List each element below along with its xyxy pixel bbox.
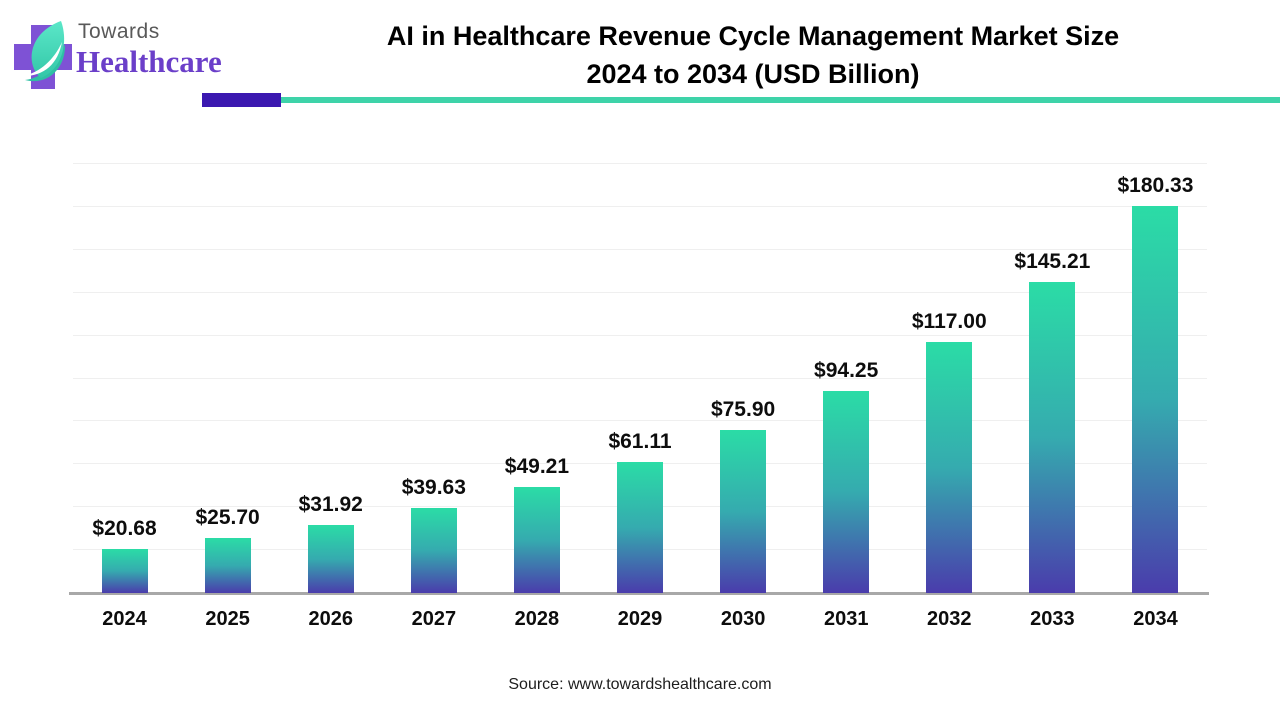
bar-2034	[1132, 206, 1179, 593]
bar-2024	[101, 548, 148, 593]
bar-2026	[307, 524, 354, 593]
x-axis: 2024 2025 2026 2027 2028 2029 2030 2031 2032 2033…	[73, 608, 1207, 631]
x-tick-2031: 2031	[823, 608, 869, 630]
bar-2027	[410, 508, 457, 593]
x-tick-2025: 2025	[205, 608, 250, 630]
value-label-2034: $180.33	[1117, 174, 1194, 198]
x-tick-2026: 2026	[308, 608, 353, 630]
chart-title: AI in Healthcare Revenue Cycle Managemen…	[240, 17, 1266, 93]
x-tick-2027: 2027	[411, 608, 457, 630]
bar-2033	[1029, 281, 1076, 593]
value-label-2025: $25.70	[195, 505, 260, 529]
x-tick-2024: 2024	[102, 608, 147, 630]
gridline-100	[73, 377, 1207, 379]
bar-2025	[204, 537, 251, 593]
header-divider-purple	[202, 93, 281, 107]
bar-2030	[720, 430, 767, 593]
value-label-2028: $49.21	[504, 455, 570, 479]
brand-name-bottom: Healthcare	[76, 44, 222, 79]
bar-2028	[513, 487, 560, 593]
x-axis-line	[69, 592, 1209, 595]
gridline-80	[73, 420, 1207, 422]
value-label-2024: $20.68	[92, 516, 157, 540]
gridline-160	[73, 248, 1207, 250]
value-label-2029: $61.11	[608, 429, 672, 453]
x-tick-2033: 2033	[1030, 608, 1075, 630]
value-label-2030: $75.90	[710, 398, 776, 422]
cross-and-leaf-icon	[14, 21, 72, 89]
source-text: Source: www.towardshealthcare.com	[508, 676, 772, 693]
brand-logo: Towards Healthcare	[12, 14, 272, 98]
value-label-2031: $94.25	[814, 358, 879, 382]
x-tick-2029: 2029	[617, 608, 663, 630]
gridline-120	[73, 334, 1207, 336]
value-label-2026: $31.92	[298, 492, 363, 516]
gridline-200	[73, 163, 1207, 164]
x-tick-2028: 2028	[514, 608, 560, 630]
gridline-140	[73, 291, 1207, 293]
plot-area: $20.68 $25.70 $31.92 $39.63 $49.21 $61.11 $75.…	[69, 163, 1209, 595]
header-divider-teal	[281, 97, 1280, 103]
value-label-2027: $39.63	[401, 476, 466, 499]
chart-title-line2: 2024 to 2034 (USD Billion)	[586, 59, 920, 89]
chart-title-line1: AI in Healthcare Revenue Cycle Managemen…	[386, 21, 1120, 51]
x-tick-2030: 2030	[720, 608, 766, 630]
value-label-2033: $145.21	[1014, 249, 1091, 273]
value-label-2032: $117.00	[911, 310, 987, 334]
gridline-180	[73, 205, 1207, 207]
x-tick-2034: 2034	[1133, 608, 1178, 630]
bar-2029	[617, 461, 663, 593]
x-tick-2032: 2032	[927, 608, 972, 630]
bar-2032	[926, 342, 973, 593]
brand-name-top: Towards	[78, 20, 160, 43]
bar-2031	[823, 390, 870, 593]
